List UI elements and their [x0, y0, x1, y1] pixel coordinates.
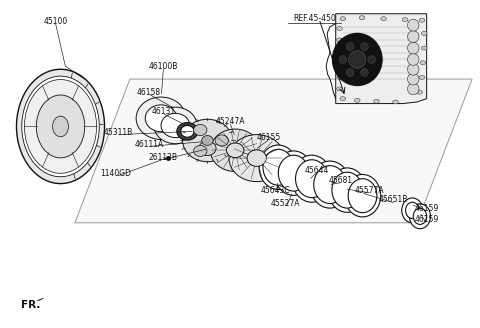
Ellipse shape [332, 33, 382, 86]
Ellipse shape [53, 116, 69, 137]
Ellipse shape [136, 97, 186, 139]
Ellipse shape [199, 141, 216, 155]
Circle shape [359, 16, 365, 20]
Circle shape [354, 98, 360, 102]
Ellipse shape [193, 145, 207, 156]
Polygon shape [336, 14, 427, 104]
Ellipse shape [408, 73, 419, 85]
Text: 26112B: 26112B [149, 153, 178, 162]
Polygon shape [75, 79, 472, 223]
Ellipse shape [247, 150, 266, 166]
Ellipse shape [145, 105, 177, 132]
Ellipse shape [344, 174, 381, 217]
Text: 46158: 46158 [137, 88, 161, 97]
Circle shape [417, 90, 422, 94]
Ellipse shape [328, 168, 366, 212]
Ellipse shape [177, 123, 198, 140]
Ellipse shape [413, 208, 427, 224]
Circle shape [402, 18, 408, 22]
Circle shape [336, 49, 342, 53]
Ellipse shape [310, 161, 350, 208]
Ellipse shape [292, 155, 332, 202]
Circle shape [421, 46, 427, 50]
Text: 45644: 45644 [304, 166, 329, 175]
Text: 45651B: 45651B [378, 195, 408, 204]
Ellipse shape [408, 31, 419, 43]
Circle shape [336, 61, 342, 65]
Ellipse shape [182, 119, 232, 162]
Ellipse shape [296, 160, 328, 198]
Ellipse shape [210, 129, 260, 172]
Text: 45577A: 45577A [354, 186, 384, 195]
Ellipse shape [215, 135, 228, 146]
Circle shape [340, 17, 346, 21]
Ellipse shape [36, 95, 85, 158]
Ellipse shape [360, 43, 368, 51]
Ellipse shape [180, 125, 194, 137]
Text: FR.: FR. [21, 300, 40, 310]
Polygon shape [37, 298, 44, 300]
Circle shape [421, 31, 427, 35]
Ellipse shape [203, 136, 212, 145]
Ellipse shape [346, 43, 354, 51]
Text: 46131: 46131 [151, 107, 176, 116]
Ellipse shape [360, 69, 368, 76]
Ellipse shape [24, 80, 96, 173]
Ellipse shape [339, 55, 347, 63]
Ellipse shape [368, 55, 375, 63]
Ellipse shape [406, 202, 419, 218]
Circle shape [336, 27, 342, 31]
Ellipse shape [278, 155, 309, 191]
Circle shape [381, 17, 386, 21]
Ellipse shape [408, 42, 419, 54]
Ellipse shape [275, 151, 313, 195]
Ellipse shape [408, 83, 419, 95]
Text: 45311B: 45311B [103, 129, 132, 137]
Text: 46159: 46159 [415, 204, 439, 213]
Text: 46155: 46155 [257, 133, 281, 142]
Circle shape [419, 75, 425, 79]
Circle shape [336, 38, 342, 42]
Ellipse shape [408, 63, 419, 75]
Circle shape [340, 97, 346, 101]
Ellipse shape [22, 76, 99, 177]
Circle shape [393, 100, 398, 104]
Ellipse shape [229, 134, 285, 182]
Ellipse shape [259, 145, 298, 190]
Ellipse shape [16, 69, 105, 184]
Text: 45100: 45100 [44, 17, 68, 27]
Text: 46100B: 46100B [149, 62, 178, 71]
Circle shape [420, 61, 426, 65]
Text: 46111A: 46111A [134, 140, 164, 149]
Ellipse shape [193, 124, 207, 135]
Ellipse shape [227, 143, 244, 157]
Text: 1140GD: 1140GD [100, 169, 131, 178]
Ellipse shape [202, 135, 213, 145]
Circle shape [419, 18, 425, 22]
Text: 46159: 46159 [415, 215, 439, 224]
Ellipse shape [409, 204, 431, 229]
Ellipse shape [408, 19, 419, 31]
Ellipse shape [161, 113, 190, 137]
Ellipse shape [402, 198, 423, 223]
Ellipse shape [346, 69, 354, 76]
Text: 45643C: 45643C [261, 186, 291, 195]
Text: 45681: 45681 [328, 176, 353, 185]
Text: 45247A: 45247A [216, 117, 245, 126]
Ellipse shape [154, 107, 197, 144]
Ellipse shape [348, 179, 377, 213]
Text: REF.45-450: REF.45-450 [293, 14, 336, 23]
Ellipse shape [348, 51, 366, 68]
Ellipse shape [263, 149, 294, 185]
Ellipse shape [314, 166, 346, 203]
Ellipse shape [247, 150, 266, 166]
Circle shape [336, 75, 342, 79]
Circle shape [373, 99, 379, 103]
Text: 45527A: 45527A [271, 199, 300, 208]
Ellipse shape [332, 172, 362, 208]
Ellipse shape [227, 143, 244, 157]
Ellipse shape [408, 53, 419, 65]
Circle shape [336, 87, 342, 91]
